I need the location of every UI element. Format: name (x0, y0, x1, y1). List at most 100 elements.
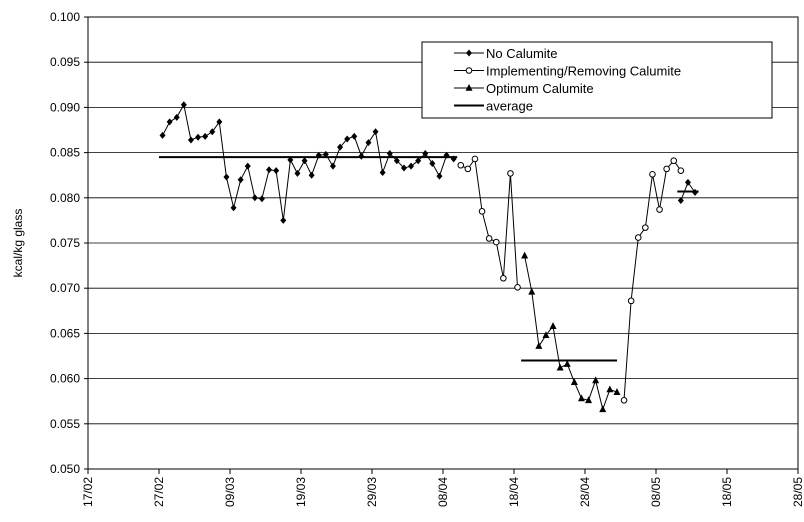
marker-diamond (344, 135, 351, 143)
marker-circle (492, 238, 500, 246)
marker-diamond (258, 195, 265, 203)
marker-triangle (556, 363, 564, 371)
marker-diamond (466, 49, 472, 57)
y-tick-label: 0.065 (50, 326, 80, 340)
marker-diamond (408, 162, 415, 170)
legend-label: average (486, 99, 533, 114)
marker-triangle (585, 396, 593, 404)
marker-diamond (180, 101, 187, 109)
marker-circle (500, 274, 507, 282)
marker-circle (677, 167, 685, 174)
marker-diamond (677, 197, 684, 205)
x-tick-label: 18/05 (720, 477, 734, 507)
marker-diamond (436, 172, 443, 180)
marker-diamond (195, 133, 202, 141)
y-axis-label: kcal/kg glass (11, 209, 25, 278)
marker-diamond (415, 157, 422, 165)
marker-circle (649, 170, 656, 178)
marker-triangle (521, 251, 529, 259)
marker-diamond (266, 166, 273, 174)
y-tick-label: 0.100 (50, 10, 80, 24)
marker-diamond (379, 168, 386, 176)
series (159, 101, 699, 224)
marker-circle (471, 155, 479, 163)
marker-circle (642, 224, 649, 231)
marker-diamond (166, 118, 173, 126)
legend-label: Optimum Calumite (486, 81, 594, 96)
marker-diamond (393, 157, 400, 165)
marker-diamond (173, 113, 180, 121)
x-tick-label: 29/03 (365, 477, 379, 507)
marker-diamond (159, 131, 166, 139)
x-tick-label: 18/04 (507, 477, 521, 507)
x-tick-label: 17/02 (81, 477, 95, 507)
marker-circle (627, 297, 635, 305)
x-tick-label: 28/05 (791, 477, 804, 507)
marker-triangle (577, 394, 585, 402)
y-tick-label: 0.085 (50, 146, 80, 160)
marker-diamond (230, 204, 237, 212)
x-tick-label: 08/05 (649, 477, 663, 507)
marker-triangle (563, 360, 571, 367)
marker-circle (507, 170, 514, 177)
marker-diamond (237, 176, 244, 184)
y-tick-label: 0.070 (50, 281, 80, 295)
marker-diamond (329, 162, 336, 170)
series-line (623, 159, 682, 401)
y-tick-label: 0.075 (50, 236, 80, 250)
series-line (460, 157, 518, 288)
marker-circle (634, 234, 642, 241)
x-axis: 17/02 27/02 09/03 19/03 29/03 08/04 18/04 28/04… (81, 469, 804, 507)
marker-circle (670, 157, 678, 165)
marker-triangle (599, 405, 607, 413)
series-line (524, 255, 618, 412)
legend-label: No Calumite (486, 46, 558, 61)
marker-triangle (465, 84, 473, 91)
series-layer (159, 101, 699, 413)
marker-diamond (209, 128, 216, 136)
x-tick-label: 27/02 (152, 477, 166, 507)
y-tick-label: 0.090 (50, 100, 80, 114)
marker-circle (656, 206, 663, 213)
marker-diamond (187, 136, 194, 144)
y-tick-label: 0.095 (50, 55, 80, 69)
series (159, 156, 699, 362)
marker-triangle (606, 385, 614, 393)
marker-diamond (273, 167, 280, 175)
legend-label: Implementing/Removing Calumite (486, 64, 681, 79)
marker-triangle (592, 376, 600, 384)
legend: No Calumite Implementing/Removing Calumit… (421, 41, 773, 119)
marker-diamond (244, 162, 251, 170)
series (521, 251, 621, 413)
marker-diamond (429, 159, 436, 167)
marker-circle (464, 165, 472, 173)
y-tick-label: 0.050 (50, 462, 80, 476)
marker-triangle (528, 287, 536, 295)
marker-diamond (308, 171, 315, 179)
marker-diamond (301, 157, 308, 165)
marker-diamond (337, 143, 344, 151)
marker-diamond (386, 150, 393, 158)
marker-diamond (684, 178, 691, 186)
series-line (162, 103, 454, 221)
marker-triangle (535, 342, 543, 349)
marker-diamond (351, 132, 358, 140)
marker-circle (485, 235, 493, 242)
marker-diamond (280, 216, 287, 224)
marker-diamond (372, 128, 379, 136)
marker-circle (663, 165, 670, 173)
marker-triangle (613, 388, 621, 395)
x-tick-label: 08/04 (436, 477, 450, 507)
y-axis: 0.050 0.055 0.060 0.065 0.070 0.075 0.080 0.085… (50, 10, 88, 476)
marker-diamond (202, 132, 209, 140)
marker-diamond (400, 164, 407, 172)
marker-circle (620, 396, 628, 404)
marker-circle (514, 283, 521, 291)
legend-item: average (454, 99, 533, 114)
marker-triangle (549, 322, 557, 329)
y-tick-label: 0.060 (50, 372, 80, 386)
legend-item: No Calumite (454, 46, 558, 61)
y-tick-label: 0.080 (50, 191, 80, 205)
marker-triangle (542, 331, 550, 339)
